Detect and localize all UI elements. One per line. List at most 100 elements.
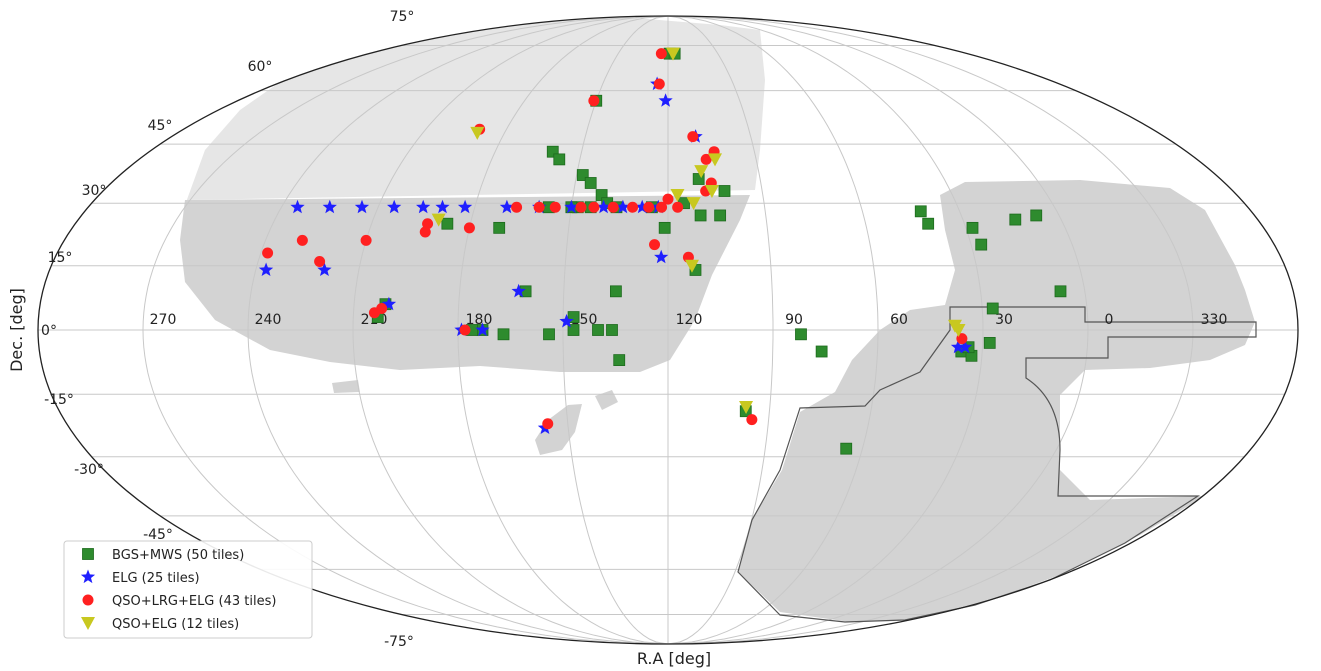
footprint-ngc-lower <box>180 195 750 372</box>
qso-lrg-elg-marker <box>459 324 471 336</box>
elg-marker <box>654 249 669 264</box>
qso-elg-marker <box>694 165 709 179</box>
legend-marker-qso-lrg-elg <box>82 594 94 606</box>
bgs-mws-marker <box>543 328 555 341</box>
ra-grid-line <box>667 16 879 644</box>
bgs-mws-marker <box>497 328 510 341</box>
legend-marker-elg <box>80 569 96 584</box>
ra-grid-line <box>247 16 669 644</box>
bgs-mws-marker <box>694 209 707 222</box>
bgs-mws-marker <box>718 185 731 197</box>
dec-tick-label: 60° <box>248 59 273 75</box>
elg-marker <box>559 313 574 328</box>
bgs-mws-marker <box>493 221 506 234</box>
elg-marker <box>381 296 397 311</box>
legend: BGS+MWS (50 tiles) ELG (25 tiles) QSO+LR… <box>63 540 313 639</box>
elg-marker <box>658 93 673 107</box>
ra-tick-label: 240 <box>255 312 282 328</box>
qso-lrg-elg-marker <box>533 201 545 213</box>
dec-tick-label: -75° <box>384 634 414 650</box>
bgs-mws-marker <box>606 324 618 336</box>
dec-tick-labels: 75° 60° 45° 30° 15° 0° -15° -30° -45° -7… <box>41 9 414 650</box>
ra-grid-line <box>352 16 669 644</box>
qso-lrg-elg-marker <box>368 307 380 319</box>
qso-lrg-elg-marker <box>549 201 561 213</box>
dec-tick-label: 0° <box>41 323 57 339</box>
dec-tick-label: -45° <box>143 527 173 543</box>
qso-lrg-elg-marker <box>655 48 667 60</box>
qso-elg-marker <box>684 259 699 273</box>
dec-tick-label: 15° <box>48 250 73 266</box>
bgs-mws-marker <box>975 238 988 251</box>
qso-elg-marker <box>670 189 685 203</box>
legend-label-bgs-mws: BGS+MWS (50 tiles) <box>112 548 244 563</box>
x-axis-label: R.A [deg] <box>637 649 711 668</box>
dec-tick-label: -30° <box>74 462 104 478</box>
bgs-mws-marker <box>1030 209 1043 222</box>
elg-marker <box>615 199 630 214</box>
footprint-ngc-tail <box>535 404 582 455</box>
qso-lrg-elg-marker <box>296 234 308 246</box>
ra-grid-line <box>667 16 1194 644</box>
qso-lrg-elg-marker <box>511 201 523 213</box>
qso-lrg-elg-marker <box>314 255 326 267</box>
bgs-mws-marker <box>983 337 996 349</box>
qso-lrg-elg-marker <box>607 201 619 213</box>
ra-tick-label: 180 <box>466 312 493 328</box>
bgs-mws-marker <box>658 221 671 234</box>
qso-lrg-elg-marker <box>687 131 699 143</box>
qso-lrg-elg-marker <box>653 78 665 90</box>
ra-tick-label: 90 <box>785 312 803 328</box>
qso-elg-marker <box>431 213 446 227</box>
qso-lrg-elg-marker <box>360 234 372 246</box>
elg-marker <box>564 199 579 214</box>
data-markers <box>258 47 1067 455</box>
dec-tick-label: 45° <box>148 118 173 134</box>
qso-lrg-elg-marker <box>419 226 431 238</box>
des-outline <box>737 306 1257 623</box>
ra-grid-line <box>667 16 774 644</box>
qso-elg-marker <box>947 319 962 333</box>
footprint-ngc-blob <box>595 390 618 410</box>
qso-lrg-elg-marker <box>672 201 684 213</box>
bgs-mws-marker <box>840 442 853 455</box>
qso-lrg-elg-marker <box>575 201 587 213</box>
elg-marker <box>957 339 973 354</box>
elg-marker <box>258 262 274 276</box>
qso-lrg-elg-marker <box>643 201 655 213</box>
dec-tick-label: -15° <box>44 392 74 408</box>
ra-tick-label: 330 <box>1201 312 1228 328</box>
qso-elg-marker <box>686 197 701 211</box>
bgs-mws-marker <box>567 311 580 323</box>
ra-grid-line <box>667 16 1089 644</box>
qso-lrg-elg-marker <box>746 414 758 426</box>
elg-marker <box>387 199 402 214</box>
ra-grid-line <box>562 16 669 644</box>
qso-elg-marker <box>708 153 723 167</box>
legend-label-qso-elg: QSO+ELG (12 tiles) <box>112 617 239 632</box>
dec-tick-label: 75° <box>390 9 415 25</box>
graticule <box>38 16 1298 644</box>
elg-marker <box>290 199 305 214</box>
qso-elg-marker <box>470 126 485 140</box>
qso-lrg-elg-marker <box>262 247 274 259</box>
qso-lrg-elg-marker <box>656 201 668 213</box>
qso-lrg-elg-marker <box>627 201 639 213</box>
legend-label-elg: ELG (25 tiles) <box>112 571 200 586</box>
bgs-mws-marker <box>584 177 597 189</box>
elg-marker <box>416 199 431 214</box>
bgs-mws-marker <box>576 169 589 181</box>
qso-lrg-elg-marker <box>700 153 712 165</box>
bgs-mws-marker <box>922 217 935 230</box>
qso-elg-marker <box>739 400 754 414</box>
legend-markers <box>80 548 96 630</box>
bgs-mws-marker <box>1009 213 1022 226</box>
bgs-mws-marker <box>1054 285 1067 298</box>
ra-tick-label: 270 <box>150 312 177 328</box>
ra-tick-label: 0 <box>1105 312 1114 328</box>
bgs-mws-marker <box>609 285 622 298</box>
elg-marker <box>354 199 370 214</box>
sky-boundary <box>37 15 1299 645</box>
bgs-mws-marker <box>966 221 979 234</box>
